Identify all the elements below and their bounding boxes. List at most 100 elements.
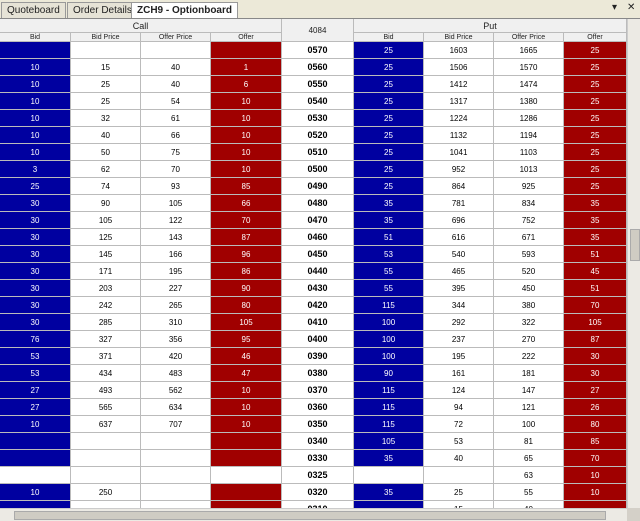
call-bid-price (71, 467, 141, 484)
put-offer (564, 501, 627, 508)
call-bid-price: 105 (71, 212, 141, 229)
call-offer-price (141, 501, 211, 508)
put-bid: 105 (354, 433, 424, 450)
call-offer (211, 433, 282, 450)
strike-price: 0350 (282, 416, 354, 433)
call-bid-price: 145 (71, 246, 141, 263)
put-offer-price: 450 (494, 280, 564, 297)
call-offer (211, 450, 282, 467)
put-bid: 100 (354, 314, 424, 331)
put-offer: 25 (564, 127, 627, 144)
tab[interactable]: Order Details (67, 2, 138, 18)
put-bid: 25 (354, 42, 424, 59)
strike-price: 0500 (282, 161, 354, 178)
call-bid-price: 32 (71, 110, 141, 127)
put-bid-price: 781 (424, 195, 494, 212)
horizontal-scrollbar[interactable] (0, 508, 627, 521)
tab-bar: Quoteboard Order Details ZCH9 - Optionbo… (0, 0, 640, 19)
put-bid (354, 467, 424, 484)
call-bid-price: 25 (71, 93, 141, 110)
put-bid-price: 1224 (424, 110, 494, 127)
put-offer: 70 (564, 297, 627, 314)
put-bid: 90 (354, 365, 424, 382)
call-bid-price: 434 (71, 365, 141, 382)
put-offer: 51 (564, 280, 627, 297)
put-bid: 55 (354, 263, 424, 280)
put-offer-price: 55 (494, 484, 564, 501)
put-offer-price: 1570 (494, 59, 564, 76)
call-bid-price: 25 (71, 76, 141, 93)
call-offer-price: 75 (141, 144, 211, 161)
call-offer (211, 484, 282, 501)
call-offer-price: 105 (141, 195, 211, 212)
call-bid-price: 50 (71, 144, 141, 161)
menu-arrow[interactable]: ▾ (612, 2, 618, 13)
call-offer-price: 66 (141, 127, 211, 144)
put-bid: 25 (354, 59, 424, 76)
call-bid-price: 250 (71, 484, 141, 501)
strike-price: 0380 (282, 365, 354, 382)
column-header: Bid Price (71, 33, 141, 42)
call-bid: 27 (0, 382, 71, 399)
column-header: Bid Price (424, 33, 494, 42)
strike-price: 0440 (282, 263, 354, 280)
call-bid: 30 (0, 280, 71, 297)
call-bid-price (71, 42, 141, 59)
call-bid-price: 125 (71, 229, 141, 246)
call-bid: 30 (0, 314, 71, 331)
call-offer: 10 (211, 161, 282, 178)
put-offer: 35 (564, 195, 627, 212)
call-bid-price: 493 (71, 382, 141, 399)
put-offer: 35 (564, 229, 627, 246)
put-bid-price: 124 (424, 382, 494, 399)
put-bid-price: 161 (424, 365, 494, 382)
call-bid-price: 40 (71, 127, 141, 144)
call-offer: 46 (211, 348, 282, 365)
call-offer-price (141, 450, 211, 467)
call-offer: 10 (211, 144, 282, 161)
strike-price: 0370 (282, 382, 354, 399)
call-offer-price: 420 (141, 348, 211, 365)
put-bid-price: 40 (424, 450, 494, 467)
call-bid-price: 171 (71, 263, 141, 280)
call-offer: 6 (211, 76, 282, 93)
put-bid-price: 1603 (424, 42, 494, 59)
call-bid-price: 285 (71, 314, 141, 331)
put-bid-price: 952 (424, 161, 494, 178)
strike-price: 0360 (282, 399, 354, 416)
put-bid (354, 501, 424, 508)
call-offer: 85 (211, 178, 282, 195)
tab-active[interactable]: ZCH9 - Optionboard (131, 2, 238, 18)
call-offer: 105 (211, 314, 282, 331)
put-offer: 25 (564, 76, 627, 93)
call-offer: 10 (211, 127, 282, 144)
put-offer-price: 270 (494, 331, 564, 348)
put-bid: 115 (354, 416, 424, 433)
put-bid: 55 (354, 280, 424, 297)
call-offer-price: 93 (141, 178, 211, 195)
call-bid: 10 (0, 127, 71, 144)
call-bid: 10 (0, 484, 71, 501)
tab[interactable]: Quoteboard (1, 2, 66, 18)
put-bid: 25 (354, 127, 424, 144)
put-bid-price: 15 (424, 501, 494, 508)
call-offer: 66 (211, 195, 282, 212)
put-offer-price: 40 (494, 501, 564, 508)
put-offer: 25 (564, 110, 627, 127)
close-button[interactable]: ✕ (627, 2, 636, 13)
call-bid: 30 (0, 263, 71, 280)
call-offer-price: 356 (141, 331, 211, 348)
call-offer: 96 (211, 246, 282, 263)
vertical-scrollbar[interactable] (627, 19, 640, 508)
put-offer-price: 322 (494, 314, 564, 331)
put-bid-price: 1412 (424, 76, 494, 93)
put-offer-price: 1103 (494, 144, 564, 161)
put-bid-price: 195 (424, 348, 494, 365)
call-bid-price: 565 (71, 399, 141, 416)
put-bid: 25 (354, 93, 424, 110)
call-bid: 10 (0, 144, 71, 161)
put-bid-price: 237 (424, 331, 494, 348)
call-offer-price (141, 467, 211, 484)
put-offer: 10 (564, 484, 627, 501)
column-header: Offer Price (141, 33, 211, 42)
